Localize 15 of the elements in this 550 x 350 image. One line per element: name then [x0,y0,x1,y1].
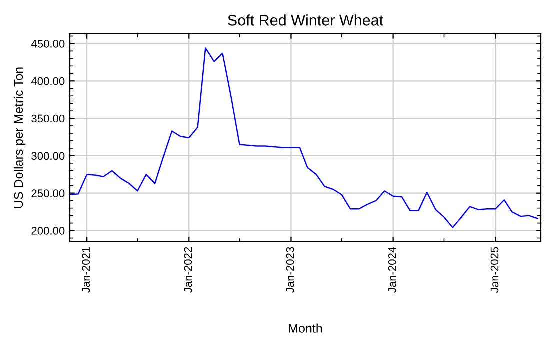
x-tick-label: Jan-2022 [184,247,192,294]
x-axis-title: Month [289,324,322,333]
y-tick-label: 350.00 [32,114,65,123]
chart-title: Soft Red Winter Wheat [228,14,384,26]
y-axis-title: US Dollars per Metric Ton [14,68,26,208]
y-tick-label: 400.00 [31,77,65,86]
y-tick-label: 450.00 [31,40,65,48]
x-tick-label: Jan-2023 [286,247,294,294]
x-tick-label: Jan-2021 [82,247,90,294]
y-tick-label: 200.00 [32,227,65,235]
y-tick-label: 250.00 [32,190,65,198]
line-series [70,48,539,228]
x-tick-label: Jan-2024 [388,247,396,294]
y-tick-label: 300.00 [32,152,65,160]
x-tick-label: Jan-2025 [490,247,499,294]
